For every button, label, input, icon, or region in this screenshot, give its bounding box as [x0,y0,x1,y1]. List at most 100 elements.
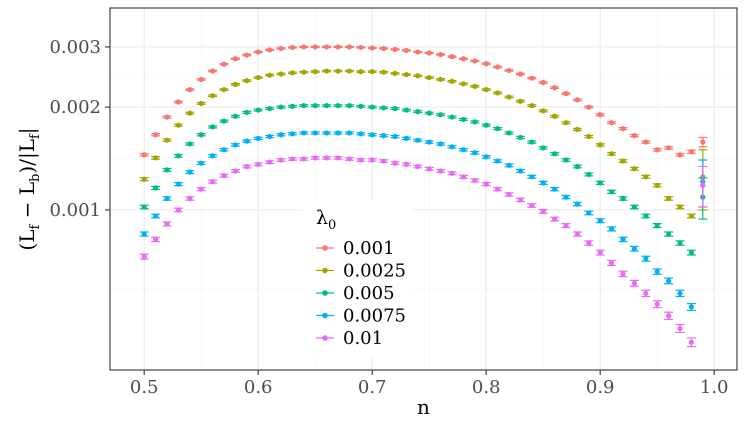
data-point [335,155,341,161]
data-point [426,139,432,145]
data-point [426,110,432,116]
legend-key-point [322,245,328,251]
data-point [631,133,638,139]
legend-label: 0.01 [343,328,383,349]
data-point [312,103,318,109]
data-point [586,240,592,246]
data-point [232,168,238,174]
data-point [472,119,478,125]
data-point [506,130,512,136]
data-point [666,145,672,151]
data-point [164,114,170,120]
data-point [153,132,159,138]
data-point [483,181,489,187]
x-tick-label: 0.6 [244,377,273,398]
data-point [289,156,295,162]
plot-panel-border [109,7,738,371]
data-point [210,179,216,185]
data-point [620,126,626,132]
data-point [358,44,364,51]
data-point [563,91,569,97]
data-point [597,112,603,118]
legend-title: λ0 [316,207,336,233]
data-point [141,231,147,237]
data-point [586,171,592,178]
data-point [369,157,375,163]
data-point [312,130,318,136]
data-point [415,73,421,79]
data-point [175,99,181,105]
data-point [210,93,216,99]
data-point [312,69,318,75]
data-point [198,186,204,192]
data-point [631,280,638,286]
data-point [438,112,444,118]
data-point [392,160,398,166]
legend-label: 0.001 [343,238,395,259]
data-point [403,71,409,78]
data-point [574,97,581,103]
series-0.0075 [139,130,708,312]
data-point [472,83,478,89]
data-point [221,147,227,153]
data-point [221,118,227,124]
data-point [289,131,295,137]
data-point [654,268,660,275]
data-point [529,139,535,145]
data-point [552,113,558,119]
data-point [175,122,181,128]
data-point [324,44,330,50]
data-point [483,154,489,160]
data-point [597,250,603,256]
data-point [677,204,683,210]
data-point [392,70,398,76]
data-point [677,325,683,332]
data-point [244,163,250,170]
data-point [597,218,603,224]
data-point [586,133,592,140]
data-point [609,226,615,232]
data-point [529,75,535,81]
data-point [153,236,159,242]
data-point [289,44,295,51]
data-point [358,131,364,137]
data-point [438,168,444,174]
data-point [164,195,170,202]
data-point [255,135,261,141]
data-point [346,130,352,136]
data-point [449,144,455,150]
data-point [141,254,147,260]
data-point [346,68,352,74]
data-point [278,71,284,77]
data-point [187,141,193,147]
data-point [141,152,147,158]
data-point [654,301,660,307]
data-point [495,64,501,70]
legend-label: 0.0075 [343,306,406,327]
data-point [472,150,478,156]
data-point [540,145,546,151]
legend-key-point [322,335,328,341]
data-point [415,137,421,143]
x-axis-title: n [417,395,430,419]
data-point [529,174,535,180]
data-point [346,103,352,109]
data-point [438,76,444,83]
data-point [221,173,227,179]
data-point [700,139,706,145]
data-point [381,105,387,111]
data-point [563,120,569,126]
data-point [153,155,159,161]
data-point [517,134,524,141]
x-tick-label: 1.0 [700,377,729,398]
data-point [666,195,672,202]
data-point [460,81,466,87]
data-point [244,138,250,144]
data-point [289,70,295,76]
data-point [324,155,330,161]
data-point [369,45,375,51]
data-point [483,61,489,67]
data-point [449,78,455,84]
